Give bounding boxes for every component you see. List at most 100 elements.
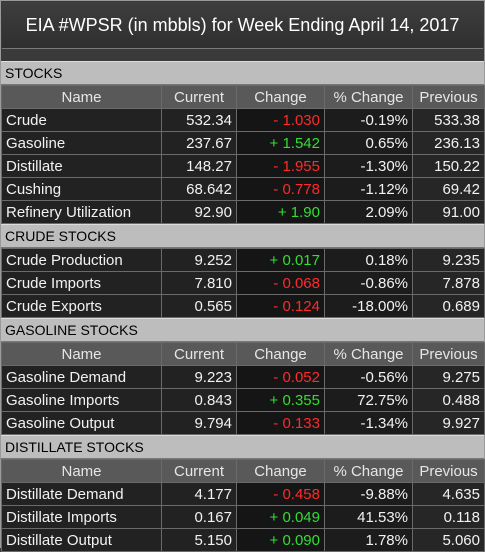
row-name: Gasoline: [1, 131, 162, 155]
row-current: 148.27: [161, 154, 237, 178]
section-title: STOCKS: [1, 61, 484, 85]
row-previous: 9.275: [412, 365, 485, 389]
row-percent-change: -1.30%: [324, 154, 413, 178]
column-header-row: Name Current Change% Change Previous: [1, 85, 485, 109]
row-change: - 0.052: [236, 365, 325, 389]
column-header-previous: Previous: [412, 85, 485, 109]
table-row: Gasoline 237.67 + 1.542 0.65% 236.13: [1, 131, 485, 155]
table-row: Crude Exports 0.565- 0.124 -18.00% 0.689: [1, 294, 485, 318]
row-percent-change: -1.34%: [324, 411, 413, 435]
row-previous: 9.235: [412, 248, 485, 272]
column-header-name: Name: [1, 85, 162, 109]
row-name: Gasoline Imports: [1, 388, 162, 412]
row-current: 0.843: [161, 388, 237, 412]
row-name: Gasoline Demand: [1, 365, 162, 389]
row-change: - 1.955: [236, 154, 325, 178]
row-change: + 1.542: [236, 131, 325, 155]
row-change: + 1.90: [236, 200, 325, 224]
column-header-previous: Previous: [412, 459, 485, 483]
row-name: Crude Imports: [1, 271, 162, 295]
table-row: Crude Imports 7.810- 0.068 -0.86% 7.878: [1, 271, 485, 295]
row-current: 9.252: [161, 248, 237, 272]
row-previous: 0.689: [412, 294, 485, 318]
row-percent-change: 2.09%: [324, 200, 413, 224]
row-name: Distillate Output: [1, 528, 162, 552]
table-row: Distillate Imports 0.167 + 0.049 41.53% 0.11…: [1, 505, 485, 529]
row-current: 9.794: [161, 411, 237, 435]
row-current: 5.150: [161, 528, 237, 552]
row-change: - 0.124: [236, 294, 325, 318]
column-header-previous: Previous: [412, 342, 485, 366]
section-title: CRUDE STOCKS: [1, 224, 484, 248]
row-percent-change: -1.12%: [324, 177, 413, 201]
table-row: Refinery Utilization 92.90 + 1.90 2.09% 91.0…: [1, 200, 485, 224]
table-row: Gasoline Output 9.794- 0.133 -1.34% 9.927: [1, 411, 485, 435]
section-title: GASOLINE STOCKS: [1, 318, 484, 342]
row-change: + 0.090: [236, 528, 325, 552]
table-row: Distillate Demand 4.177- 0.458 -9.88% 4.635: [1, 482, 485, 506]
row-change: - 1.030: [236, 108, 325, 132]
column-header-change: Change: [236, 459, 325, 483]
row-previous: 5.060: [412, 528, 485, 552]
column-header-percent-change: % Change: [324, 342, 413, 366]
row-change: + 0.049: [236, 505, 325, 529]
row-previous: 236.13: [412, 131, 485, 155]
column-header-percent-change: % Change: [324, 459, 413, 483]
row-percent-change: 41.53%: [324, 505, 413, 529]
column-header-current: Current: [161, 459, 237, 483]
row-name: Crude: [1, 108, 162, 132]
row-current: 4.177: [161, 482, 237, 506]
row-percent-change: 1.78%: [324, 528, 413, 552]
row-change: - 0.778: [236, 177, 325, 201]
row-change: + 0.355: [236, 388, 325, 412]
row-current: 7.810: [161, 271, 237, 295]
table-row: Distillate Output 5.150 + 0.090 1.78% 5.060: [1, 528, 485, 552]
column-header-change: Change: [236, 342, 325, 366]
row-current: 532.34: [161, 108, 237, 132]
data-table: Name Current Change% Change Previous Gasolin…: [1, 342, 485, 435]
table-row: Crude Production 9.252 + 0.017 0.18% 9.235: [1, 248, 485, 272]
row-current: 0.565: [161, 294, 237, 318]
column-header-current: Current: [161, 342, 237, 366]
row-percent-change: -18.00%: [324, 294, 413, 318]
row-current: 237.67: [161, 131, 237, 155]
row-percent-change: 0.18%: [324, 248, 413, 272]
row-previous: 0.118: [412, 505, 485, 529]
row-change: - 0.133: [236, 411, 325, 435]
column-header-name: Name: [1, 342, 162, 366]
row-previous: 150.22: [412, 154, 485, 178]
row-previous: 4.635: [412, 482, 485, 506]
column-header-percent-change: % Change: [324, 85, 413, 109]
row-name: Crude Exports: [1, 294, 162, 318]
row-percent-change: -0.19%: [324, 108, 413, 132]
row-percent-change: 0.65%: [324, 131, 413, 155]
column-header-name: Name: [1, 459, 162, 483]
row-current: 9.223: [161, 365, 237, 389]
section-title: DISTILLATE STOCKS: [1, 435, 484, 459]
report-title: EIA #WPSR (in mbbls) for Week Ending Apr…: [2, 2, 483, 49]
row-percent-change: -9.88%: [324, 482, 413, 506]
table-row: Gasoline Imports 0.843 + 0.355 72.75% 0.488: [1, 388, 485, 412]
row-previous: 69.42: [412, 177, 485, 201]
table-row: Gasoline Demand 9.223- 0.052 -0.56% 9.275: [1, 365, 485, 389]
row-current: 92.90: [161, 200, 237, 224]
column-header-row: Name Current Change% Change Previous: [1, 459, 485, 483]
row-previous: 7.878: [412, 271, 485, 295]
row-previous: 0.488: [412, 388, 485, 412]
row-previous: 9.927: [412, 411, 485, 435]
sections-container: STOCKS Name Current Change% Change Previous C…: [1, 61, 485, 552]
row-current: 68.642: [161, 177, 237, 201]
row-name: Distillate Demand: [1, 482, 162, 506]
row-percent-change: -0.86%: [324, 271, 413, 295]
table-row: Cushing 68.642- 0.778 -1.12% 69.42: [1, 177, 485, 201]
data-table: Crude Production 9.252 + 0.017 0.18% 9.235 Cr…: [1, 248, 485, 318]
row-percent-change: -0.56%: [324, 365, 413, 389]
row-change: + 0.017: [236, 248, 325, 272]
row-current: 0.167: [161, 505, 237, 529]
data-table: Name Current Change% Change Previous Crude 53…: [1, 85, 485, 224]
row-previous: 91.00: [412, 200, 485, 224]
row-name: Distillate: [1, 154, 162, 178]
row-name: Distillate Imports: [1, 505, 162, 529]
row-name: Gasoline Output: [1, 411, 162, 435]
